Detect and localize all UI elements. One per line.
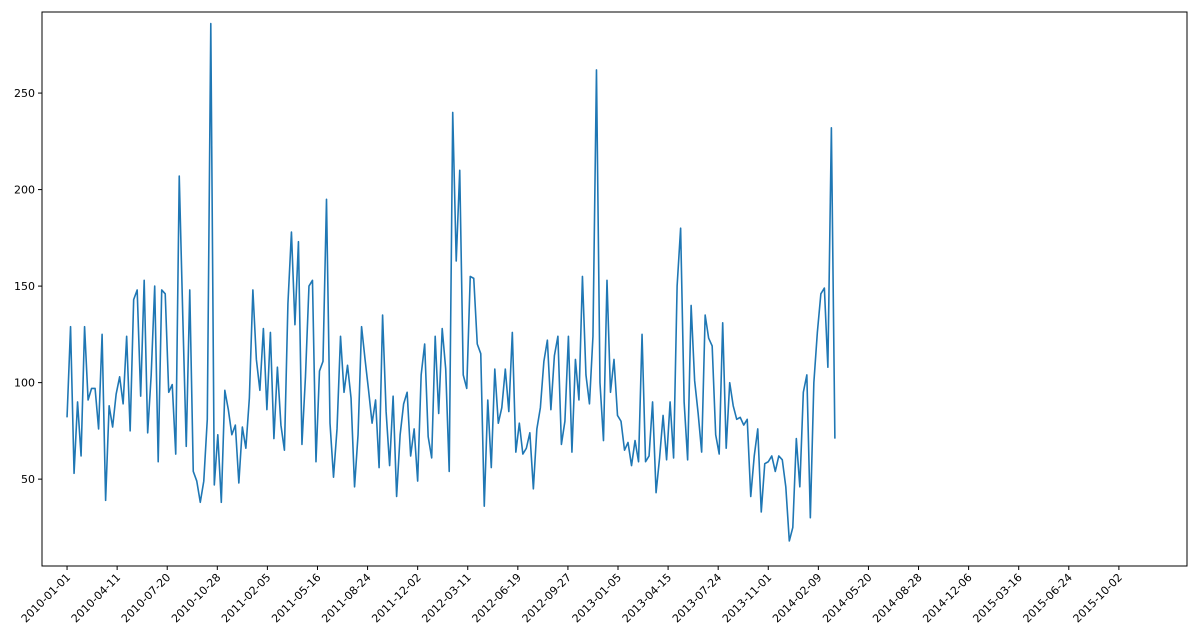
y-tick-label: 100 bbox=[14, 377, 35, 390]
x-tick-label: 2012-03-11 bbox=[419, 571, 473, 625]
x-tick-label: 2010-01-01 bbox=[19, 571, 73, 625]
x-tick-label: 2012-09-27 bbox=[520, 571, 574, 625]
x-tick-label: 2015-03-16 bbox=[970, 571, 1024, 625]
x-tick-label: 2015-06-24 bbox=[1021, 571, 1075, 625]
x-tick-label: 2011-05-16 bbox=[269, 571, 323, 625]
y-tick-label: 250 bbox=[14, 87, 35, 100]
x-tick-label: 2014-05-20 bbox=[820, 571, 874, 625]
x-tick-label: 2014-02-09 bbox=[770, 571, 824, 625]
y-tick-label: 200 bbox=[14, 184, 35, 197]
axes-frame bbox=[41, 11, 1188, 567]
x-tick-label: 2010-10-28 bbox=[169, 571, 223, 625]
x-tick-label: 2012-06-19 bbox=[470, 571, 524, 625]
x-tick-label: 2011-12-02 bbox=[369, 571, 423, 625]
x-tick-label: 2013-01-05 bbox=[570, 571, 624, 625]
x-tick-label: 2013-04-15 bbox=[620, 571, 674, 625]
x-tick-label: 2015-10-02 bbox=[1071, 571, 1125, 625]
x-tick-label: 2014-08-28 bbox=[870, 571, 924, 625]
x-tick-label: 2011-08-24 bbox=[319, 571, 373, 625]
x-tick-label: 2013-11-01 bbox=[720, 571, 774, 625]
x-tick-label: 2010-07-20 bbox=[119, 571, 173, 625]
x-tick-label: 2011-02-05 bbox=[219, 571, 273, 625]
x-tick-label: 2013-07-24 bbox=[670, 571, 724, 625]
x-tick-label: 2014-12-06 bbox=[920, 571, 974, 625]
y-tick-label: 150 bbox=[14, 280, 35, 293]
y-tick-label: 50 bbox=[21, 473, 35, 486]
plot-area bbox=[66, 22, 836, 542]
series-line-0 bbox=[66, 22, 836, 542]
x-tick-label: 2010-04-11 bbox=[69, 571, 123, 625]
